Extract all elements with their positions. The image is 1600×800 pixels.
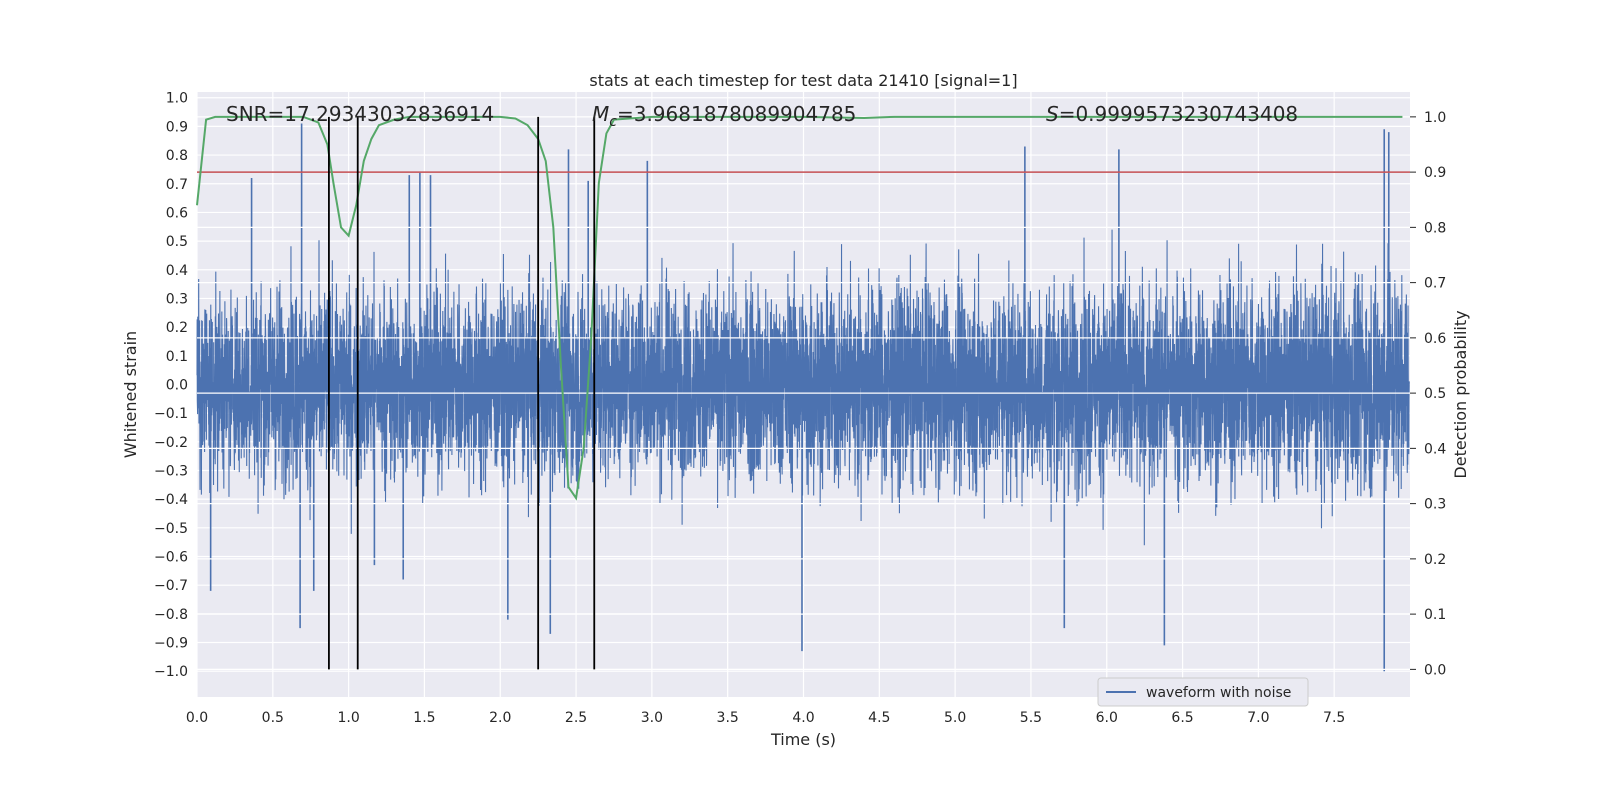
y-left-tick-label: −0.3 [154,463,188,479]
s-annotation: S=0.9999573230743408 [1046,102,1298,126]
y-left-tick-label: 0.0 [166,377,188,393]
mc-subscript: c [609,114,617,130]
mc-symbol: M [592,102,609,126]
x-tick-label: 4.0 [792,710,814,726]
x-tick-label: 6.0 [1096,710,1118,726]
probability-layer [196,115,1403,501]
mc-value: =3.9681878089904785 [617,102,856,126]
mc-annotation: Mc=3.9681878089904785 [592,102,856,130]
x-tick-label: 7.0 [1247,710,1269,726]
legend: waveform with noise [1097,677,1309,707]
y-left-tick-label: 0.7 [166,177,188,193]
x-axis-label: Time (s) [770,730,836,749]
y-left-tick-label: −0.1 [154,406,188,422]
x-tick-label: 5.0 [944,710,966,726]
y-right-tick-label: 0.1 [1424,607,1446,623]
vertical-lines-layer [328,116,596,670]
detection-probability-line [196,115,1403,501]
y-left-tick-label: 0.3 [166,291,188,307]
s-value: =0.9999573230743408 [1059,102,1298,126]
y-axis-right-label: Detection probability [1451,310,1470,478]
y-left-tick-label: 0.5 [166,234,188,250]
x-tick-label: 1.0 [337,710,359,726]
y-left-tick-label: −0.2 [154,435,188,451]
waveform-line [196,229,1410,546]
x-tick-label: 2.5 [565,710,587,726]
y-left-tick-label: −0.5 [154,521,188,537]
x-tick-label: 0.0 [186,710,208,726]
x-tick-label: 1.5 [413,710,435,726]
x-tick-label: 4.5 [868,710,890,726]
y-left-tick-label: −0.9 [154,636,188,652]
x-tick-label: 3.0 [641,710,663,726]
legend-box [1097,677,1309,707]
chart-title: stats at each timestep for test data 214… [589,71,1017,90]
x-tick-label: 7.5 [1323,710,1345,726]
y-right-tick-label: 1.0 [1424,110,1446,126]
x-tick-label: 2.0 [489,710,511,726]
x-tick-label: 5.5 [1020,710,1042,726]
y-left-tick-label: −0.8 [154,607,188,623]
y-left-tick-label: 0.9 [166,119,188,135]
x-tick-label: 3.5 [717,710,739,726]
y-right-tick-label: 0.5 [1424,386,1446,402]
y-right-tick-label: 0.3 [1424,497,1446,513]
y-left-tick-label: −0.4 [154,492,188,508]
y-left-tick-label: 0.6 [166,205,188,221]
y-left-tick-label: 1.0 [166,91,188,107]
y-left-tick-label: −1.0 [154,664,188,680]
y-axis-left-label: Whitened strain [121,331,140,458]
x-tick-label: 0.5 [262,710,284,726]
y-left-tick-label: −0.6 [154,550,188,566]
y-right-tick-label: 0.2 [1424,552,1446,568]
y-right-tick-label: 0.4 [1424,441,1446,457]
y-left-tick-label: 0.8 [166,148,188,164]
legend-entry-waveform: waveform with noise [1146,685,1291,701]
y-right-tick-label: 0.8 [1424,220,1446,236]
waveform-layer [196,123,1410,672]
x-tick-label: 6.5 [1171,710,1193,726]
y-left-tick-label: 0.4 [166,263,188,279]
y-right-tick-label: 0.7 [1424,276,1446,292]
y-left-tick-label: 0.1 [166,349,188,365]
y-left-tick-label: −0.7 [154,578,188,594]
s-symbol: S [1046,102,1059,126]
y-right-tick-label: 0.6 [1424,331,1446,347]
snr-annotation: SNR=17.29343032836914 [226,102,494,126]
ticks-layer: 0.0 0.5 1.0 1.5 2.0 2.5 3.0 3.5 4.0 4.5 5.0 5.5 6.0 6… [154,91,1446,726]
y-right-tick-label: 0.0 [1424,662,1446,678]
y-right-tick-label: 0.9 [1424,165,1446,181]
y-left-tick-label: 0.2 [166,320,188,336]
